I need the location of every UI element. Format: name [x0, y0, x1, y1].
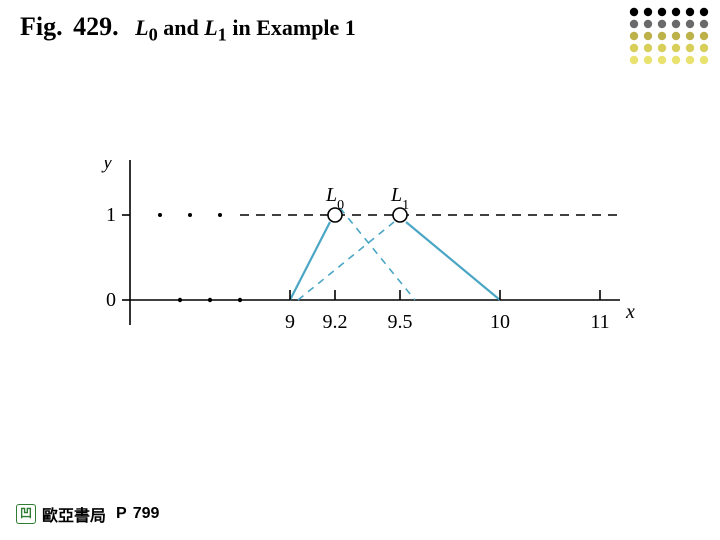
chart-figure: y10x99.29.51011L0L1 — [80, 160, 640, 380]
caption-L1-sub: 1 — [218, 24, 227, 44]
svg-text:9: 9 — [285, 311, 295, 333]
svg-text:9.2: 9.2 — [323, 311, 348, 333]
fig-prefix: Fig. — [20, 12, 63, 41]
corner-dot-grid — [628, 4, 712, 68]
fig-number: 429. — [73, 12, 119, 41]
svg-text:y: y — [101, 160, 112, 173]
caption: L0 and L1 in Example 1 — [135, 15, 356, 40]
page-number: 799 — [133, 505, 160, 523]
svg-text:9.5: 9.5 — [388, 311, 413, 333]
caption-L1-L: L — [204, 15, 217, 40]
caption-L0-L: L — [135, 15, 148, 40]
svg-text:0: 0 — [106, 289, 116, 311]
svg-text:11: 11 — [590, 311, 609, 333]
caption-mid: and — [158, 15, 204, 40]
caption-L0-sub: 0 — [149, 24, 158, 44]
svg-text:1: 1 — [106, 204, 116, 226]
figure-title: Fig. 429. L0 and L1 in Example 1 — [20, 12, 356, 45]
svg-text:10: 10 — [490, 311, 510, 333]
publisher-name: 歐亞書局 — [42, 502, 106, 526]
footer: 凹 歐亞書局 P 799 — [16, 502, 159, 526]
caption-post: in Example 1 — [227, 15, 356, 40]
publisher-logo-icon: 凹 — [16, 504, 36, 524]
svg-text:x: x — [625, 301, 635, 323]
page-label: P — [116, 505, 127, 523]
